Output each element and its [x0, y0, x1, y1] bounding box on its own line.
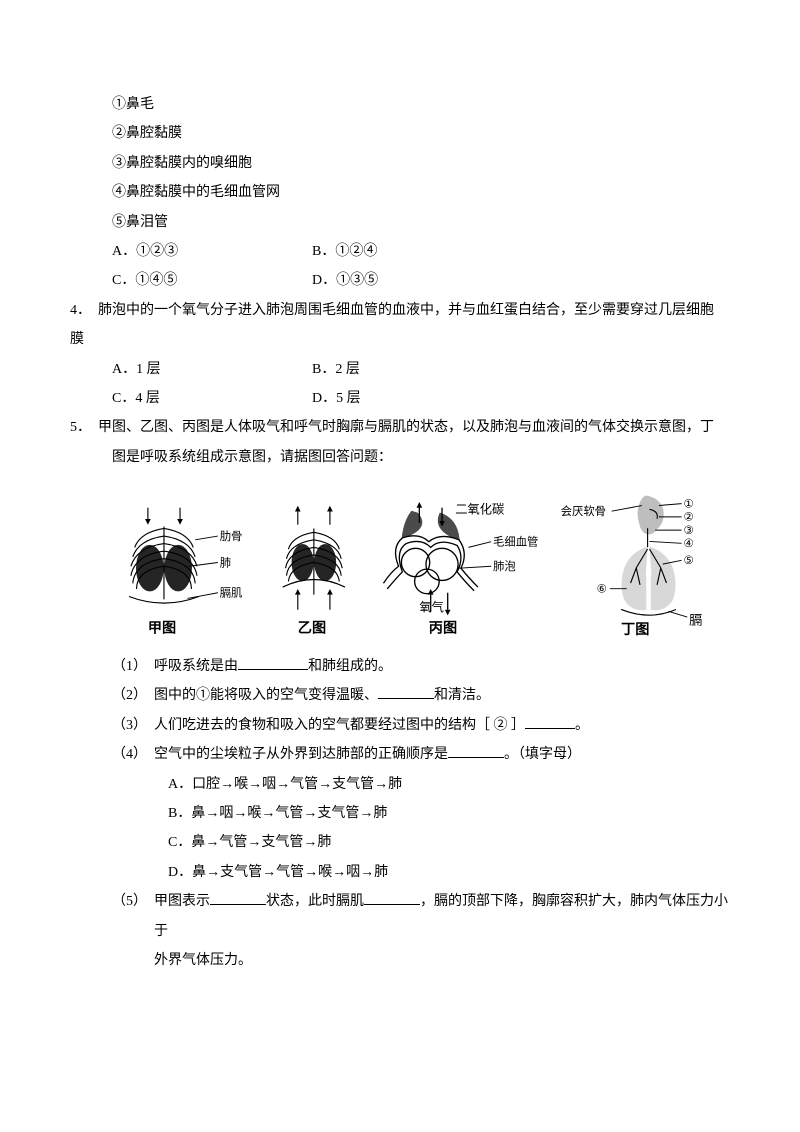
- q5-s5-num: （5）: [112, 887, 154, 946]
- q5-s4-opt-b: B．鼻→咽→喉→气管→支气管→肺: [70, 799, 730, 828]
- ding-n6-label: ⑥: [597, 584, 607, 596]
- q5-s4-opt-d: D．鼻→支气管→气管→喉→咽→肺: [70, 858, 730, 887]
- q5-figure-row: 肋骨 肺 膈肌 甲图 乙图: [70, 472, 730, 652]
- q3-option-b: B．①②④: [312, 237, 512, 266]
- q4-options-row-2: C．4 层 D．5 层: [70, 384, 730, 413]
- q5-s4-opt-c: C．鼻→气管→支气管→肺: [70, 828, 730, 857]
- ding-n3-label: ③: [684, 525, 694, 537]
- q4-option-a: A．1 层: [112, 355, 312, 384]
- q3-item-2: ②鼻腔黏膜: [70, 119, 730, 148]
- q3-item-3: ③鼻腔黏膜内的嗅细胞: [70, 149, 730, 178]
- q4-options-row-1: A．1 层 B．2 层: [70, 355, 730, 384]
- q3-options-row-2: C．①④⑤ D．①③⑤: [70, 266, 730, 295]
- blank: [238, 655, 308, 670]
- q4-option-d: D．5 层: [312, 384, 512, 413]
- q4-stem-line2: 膜: [70, 325, 730, 354]
- q3-option-a: A．①②③: [112, 237, 312, 266]
- q5-s3-b: 。: [575, 718, 589, 733]
- jia-caption: 甲图: [148, 620, 176, 636]
- q5-s2-text: 图中的①能将吸入的空气变得温暖、 和清洁。: [154, 681, 730, 710]
- q4-stem-line1: 4． 肺泡中的一个氧气分子进入肺泡周围毛细血管的血液中，并与血红蛋白结合，至少需…: [70, 296, 730, 325]
- page-content: ①鼻毛 ②鼻腔黏膜 ③鼻腔黏膜内的嗅细胞 ④鼻腔黏膜中的毛细血管网 ⑤鼻泪管 A…: [0, 0, 800, 1035]
- jia-gequ-label: 膈肌: [220, 587, 243, 600]
- q5-sub1: （1） 呼吸系统是由 和肺组成的。: [70, 652, 730, 681]
- ding-huiyan-label: 会厌软骨: [561, 504, 606, 518]
- q5-sub2: （2） 图中的①能将吸入的空气变得温暖、 和清洁。: [70, 681, 730, 710]
- q5-num: 5．: [70, 413, 98, 442]
- q5-s2-a: 图中的①能将吸入的空气变得温暖、: [154, 688, 378, 703]
- q5-stem-line1: 5． 甲图、乙图、丙图是人体吸气和呼气时胸廓与膈肌的状态，以及肺泡与血液间的气体…: [70, 413, 730, 442]
- q5-s4-num: （4）: [112, 740, 154, 769]
- ding-n2-label: ②: [684, 512, 694, 524]
- bing-alv-label: 肺泡: [493, 559, 516, 573]
- blank: [448, 743, 504, 758]
- q3-option-d: D．①③⑤: [312, 266, 512, 295]
- q5-s5-text: 甲图表示状态，此时膈肌，膈的顶部下降，胸廓容积扩大，肺内气体压力小于: [154, 887, 730, 946]
- bing-o2-label: 氧气: [420, 600, 445, 615]
- q3-item-1: ①鼻毛: [70, 90, 730, 119]
- q5-s1-a: 呼吸系统是由: [154, 659, 238, 674]
- q4-option-b: B．2 层: [312, 355, 512, 384]
- ding-n1-label: ①: [684, 498, 694, 510]
- q5-s3-text: 人们吃进去的食物和吸入的空气都要经过图中的结构［ ② ］ 。: [154, 711, 730, 740]
- q3-item-4: ④鼻腔黏膜中的毛细血管网: [70, 178, 730, 207]
- blank: [525, 713, 575, 728]
- q3-options-row-1: A．①②③ B．①②④: [70, 237, 730, 266]
- ding-caption: 丁图: [621, 622, 649, 638]
- q5-s2-num: （2）: [112, 681, 154, 710]
- q5-s2-b: 和清洁。: [434, 688, 490, 703]
- q4-option-c: C．4 层: [112, 384, 312, 413]
- q5-s3-a: 人们吃进去的食物和吸入的空气都要经过图中的结构［ ② ］: [154, 718, 525, 733]
- ding-ge-label: 膈: [689, 613, 702, 628]
- q5-s3-num: （3）: [112, 711, 154, 740]
- q5-stem: 甲图、乙图、丙图是人体吸气和呼气时胸廓与膈肌的状态，以及肺泡与血液间的气体交换示…: [98, 413, 730, 442]
- jia-leigu-label: 肋骨: [220, 529, 243, 543]
- q5-sub5: （5） 甲图表示状态，此时膈肌，膈的顶部下降，胸廓容积扩大，肺内气体压力小于: [70, 887, 730, 946]
- figure-yi: 乙图: [260, 496, 369, 646]
- ding-n4-label: ④: [684, 538, 694, 550]
- q5-s5-a: 甲图表示: [154, 894, 210, 909]
- q5-sub4: （4） 空气中的尘埃粒子从外界到达肺部的正确顺序是 。（填字母）: [70, 740, 730, 769]
- ding-n5-label: ⑤: [684, 555, 694, 567]
- q3-item-5: ⑤鼻泪管: [70, 208, 730, 237]
- q5-s5-line2: 外界气体压力。: [70, 946, 730, 975]
- q5-s4-a: 空气中的尘埃粒子从外界到达肺部的正确顺序是: [154, 747, 448, 762]
- q4-stem: 肺泡中的一个氧气分子进入肺泡周围毛细血管的血液中，并与血红蛋白结合，至少需要穿过…: [98, 296, 730, 325]
- q5-sub3: （3） 人们吃进去的食物和吸入的空气都要经过图中的结构［ ② ］ 。: [70, 711, 730, 740]
- jia-fei-label: 肺: [220, 556, 231, 569]
- q5-stem-line2: 图是呼吸系统组成示意图，请据图回答问题：: [70, 443, 730, 472]
- q5-s1-text: 呼吸系统是由 和肺组成的。: [154, 652, 730, 681]
- q5-s1-b: 和肺组成的。: [308, 659, 392, 674]
- q3-option-c: C．①④⑤: [112, 266, 312, 295]
- bing-caption: 丙图: [429, 620, 457, 636]
- yi-caption: 乙图: [298, 620, 326, 636]
- bing-cap-label: 毛细血管: [493, 535, 538, 549]
- figure-ding: 会厌软骨 ⑥ ① ② ③ ④ ⑤ 丁图 膈: [555, 486, 730, 646]
- figure-jia: 肋骨 肺 膈肌 甲图: [112, 496, 254, 646]
- blank: [364, 890, 420, 905]
- blank: [378, 684, 434, 699]
- bing-co2-label: 二氧化碳: [456, 502, 505, 516]
- q5-s4-opt-a: A．口腔→喉→咽→气管→支气管→肺: [70, 770, 730, 799]
- q5-s4-text: 空气中的尘埃粒子从外界到达肺部的正确顺序是 。（填字母）: [154, 740, 730, 769]
- q5-s5-b: 状态，此时膈肌: [266, 894, 364, 909]
- figure-bing: 二氧化碳 毛细血管 肺泡 氧气 丙图: [374, 496, 549, 646]
- blank: [210, 890, 266, 905]
- q5-s4-b: 。（填字母）: [504, 747, 581, 762]
- q4-num: 4．: [70, 296, 98, 325]
- q5-s1-num: （1）: [112, 652, 154, 681]
